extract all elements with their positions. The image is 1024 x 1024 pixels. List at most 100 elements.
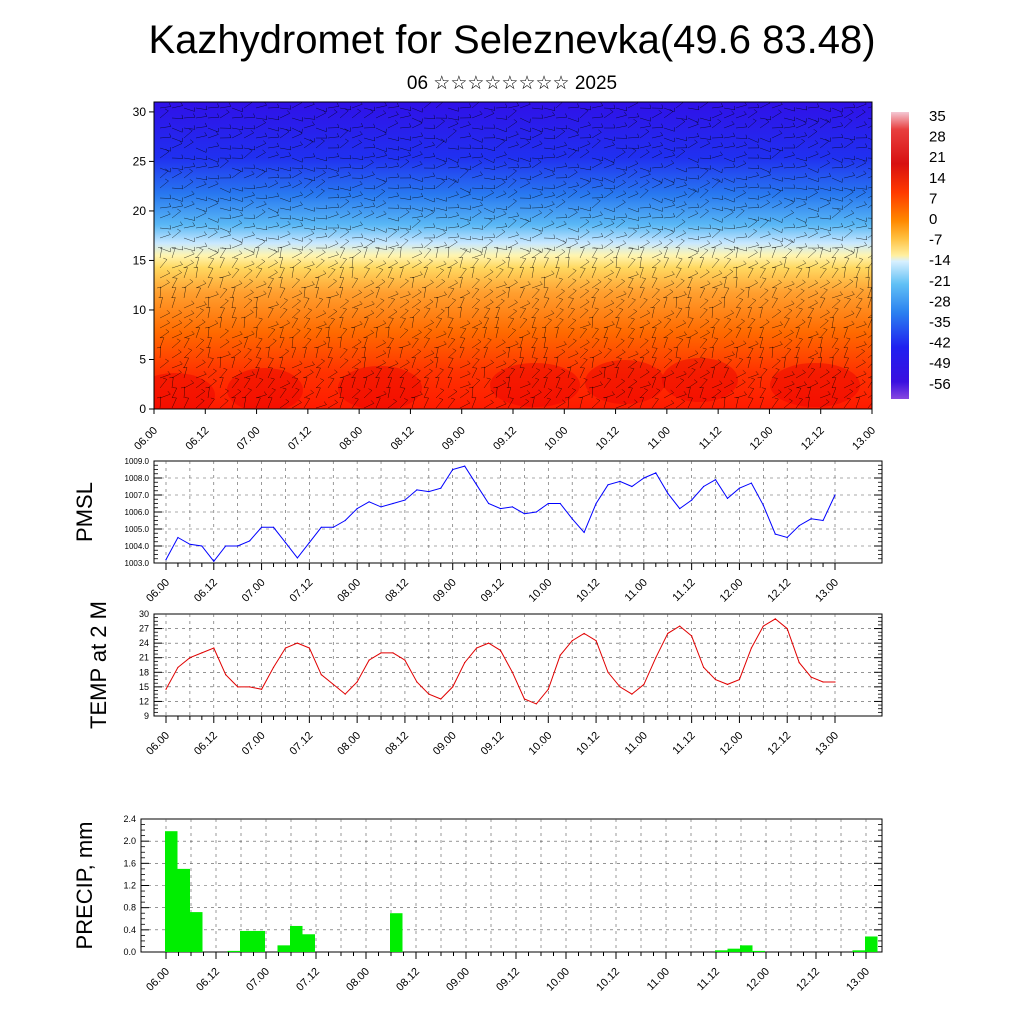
- wind-barb-807: [483, 233, 496, 239]
- temp-point: [691, 635, 693, 637]
- wind-barb-858: [375, 245, 388, 250]
- wind-barb-514: [567, 182, 580, 189]
- wind-barb-1663: [675, 370, 687, 379]
- wind-barb-1375: [819, 318, 829, 329]
- wind-barb-1301: [650, 307, 655, 319]
- wind-barb-734: [328, 224, 340, 229]
- wind-barb-1034: [327, 267, 336, 279]
- wind-barb-206: [471, 137, 483, 143]
- y-tick-label: 0: [139, 402, 146, 416]
- wind-barb-1055: [579, 267, 586, 279]
- wind-barb-652: [783, 199, 795, 209]
- wind-barb-480: [159, 178, 169, 189]
- wind-barb-1715: [579, 377, 588, 389]
- wind-barb-1620: [159, 370, 171, 379]
- wind-barb-1786: [711, 388, 722, 399]
- pmsl-ytick-label: 1008.0: [125, 474, 150, 483]
- pmsl-point: [655, 472, 657, 474]
- wind-barb-685: [459, 216, 471, 221]
- wind-barb-484: [207, 180, 219, 189]
- wind-barb-1600: [639, 357, 645, 369]
- wind-barb-1820: [399, 398, 409, 409]
- wind-barb-835: [819, 231, 831, 239]
- temp-point: [213, 647, 215, 649]
- wind-barb-1140: [157, 286, 162, 299]
- wind-barb-1498: [855, 341, 867, 349]
- wind-barb-610: [279, 206, 292, 211]
- wind-barb-274: [567, 147, 579, 152]
- wind-barb-1271: [291, 308, 301, 319]
- wind-barb-11: [291, 102, 303, 109]
- wind-barb-1493: [795, 337, 804, 349]
- wind-barb-912: [303, 248, 314, 259]
- wind-barb-1454: [325, 336, 331, 349]
- wind-barb-1342: [423, 319, 435, 329]
- wind-barb-375: [339, 163, 352, 169]
- wind-barb-173: [795, 120, 807, 129]
- colorbar-label: 7: [929, 190, 937, 207]
- wind-barb-1327: [241, 316, 246, 329]
- wind-barb-604: [207, 200, 219, 209]
- wind-barb-1791: [771, 389, 782, 399]
- wind-barb-1608: [735, 357, 744, 369]
- pmsl-panel: 1003.01004.01005.01006.01007.01008.01009…: [72, 457, 883, 605]
- precip-ytick-label: 1.2: [123, 881, 136, 891]
- wind-barb-1566: [230, 357, 236, 369]
- wind-barb-450: [519, 175, 532, 181]
- wind-barb-810: [519, 237, 531, 242]
- wind-barb-1613: [794, 356, 799, 369]
- pmsl-ytick-label: 1003.0: [125, 559, 150, 568]
- wind-barb-1513: [314, 346, 319, 359]
- wind-barb-431: [291, 169, 303, 179]
- wind-barb-1329: [267, 321, 279, 329]
- wind-barb-1416: [591, 327, 599, 339]
- wind-barb-1086: [231, 280, 243, 289]
- wind-barb-901: [171, 247, 176, 259]
- pmsl-point: [571, 518, 573, 520]
- wind-barb-105: [699, 116, 711, 122]
- wind-barb-1291: [531, 307, 540, 319]
- wind-barb-80: [399, 112, 412, 119]
- wind-barb-1124: [687, 277, 693, 289]
- wind-barb-1845: [699, 397, 707, 409]
- wind-barb-1018: [855, 257, 864, 269]
- wind-barb-262: [423, 141, 436, 149]
- wind-barb-378: [375, 163, 388, 169]
- wind-barb-1792: [783, 388, 793, 399]
- wind-barb-1656: [591, 370, 603, 379]
- wind-barb-871: [531, 247, 543, 253]
- wind-barb-1466: [471, 339, 482, 349]
- wind-barb-1518: [375, 350, 387, 359]
- wind-barb-411: [771, 162, 784, 169]
- pmsl-ytick-label: 1006.0: [125, 508, 150, 517]
- wind-barb-1496: [831, 337, 839, 349]
- wind-barb-1429: [747, 327, 752, 339]
- wind-barb-42: [663, 107, 675, 113]
- wind-barb-409: [747, 164, 760, 169]
- wind-barb-1704: [447, 377, 453, 389]
- wind-barb-1338: [375, 320, 387, 329]
- wind-barb-516: [591, 182, 604, 189]
- wind-barb-1654: [566, 367, 572, 379]
- wind-barb-650: [759, 199, 771, 209]
- wind-barb-1516: [351, 347, 359, 359]
- wind-barb-1693: [315, 378, 325, 389]
- wind-barb-228: [735, 134, 748, 139]
- wind-barb-1343: [435, 317, 443, 329]
- pmsl-point: [308, 542, 310, 544]
- wind-barb-1037: [363, 267, 370, 279]
- wind-barb-443: [435, 175, 448, 181]
- wind-barb-1521: [411, 348, 422, 359]
- wind-barb-1755: [337, 386, 343, 399]
- wind-barb-726: [231, 220, 243, 229]
- wind-barb-1730: [757, 376, 762, 389]
- wind-barb-1716: [591, 381, 603, 389]
- wind-barb-472: [783, 175, 796, 180]
- y-tick-label: 25: [133, 154, 147, 168]
- wind-barb-217: [603, 136, 615, 141]
- pmsl-point: [404, 499, 406, 501]
- wind-barb-1002: [663, 257, 669, 269]
- wind-barb-341: [651, 150, 663, 159]
- wind-barb-1784: [686, 387, 691, 399]
- wind-barb-1615: [817, 356, 823, 369]
